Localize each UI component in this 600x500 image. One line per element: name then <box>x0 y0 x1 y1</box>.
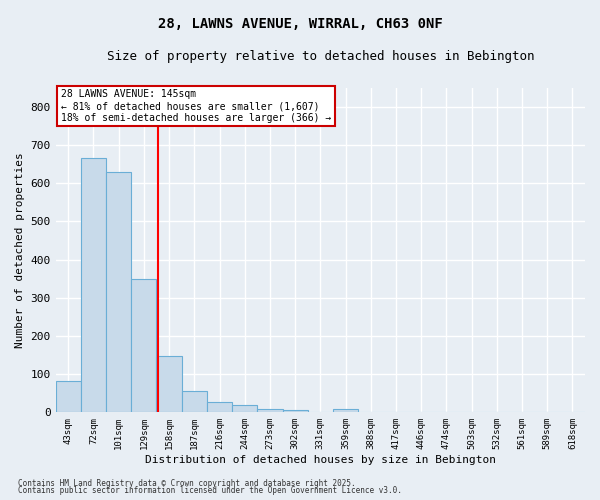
Text: Contains HM Land Registry data © Crown copyright and database right 2025.: Contains HM Land Registry data © Crown c… <box>18 478 356 488</box>
Bar <box>81 158 106 412</box>
Bar <box>333 410 358 412</box>
Bar <box>232 406 257 412</box>
Bar <box>131 278 157 412</box>
X-axis label: Distribution of detached houses by size in Bebington: Distribution of detached houses by size … <box>145 455 496 465</box>
Bar <box>207 402 232 412</box>
Bar <box>157 356 182 412</box>
Bar <box>106 172 131 412</box>
Bar <box>182 390 207 412</box>
Bar <box>257 408 283 412</box>
Text: Contains public sector information licensed under the Open Government Licence v3: Contains public sector information licen… <box>18 486 402 495</box>
Y-axis label: Number of detached properties: Number of detached properties <box>15 152 25 348</box>
Text: 28 LAWNS AVENUE: 145sqm
← 81% of detached houses are smaller (1,607)
18% of semi: 28 LAWNS AVENUE: 145sqm ← 81% of detache… <box>61 90 331 122</box>
Bar <box>56 380 81 412</box>
Title: Size of property relative to detached houses in Bebington: Size of property relative to detached ho… <box>107 50 534 63</box>
Text: 28, LAWNS AVENUE, WIRRAL, CH63 0NF: 28, LAWNS AVENUE, WIRRAL, CH63 0NF <box>158 18 442 32</box>
Bar <box>283 410 308 412</box>
